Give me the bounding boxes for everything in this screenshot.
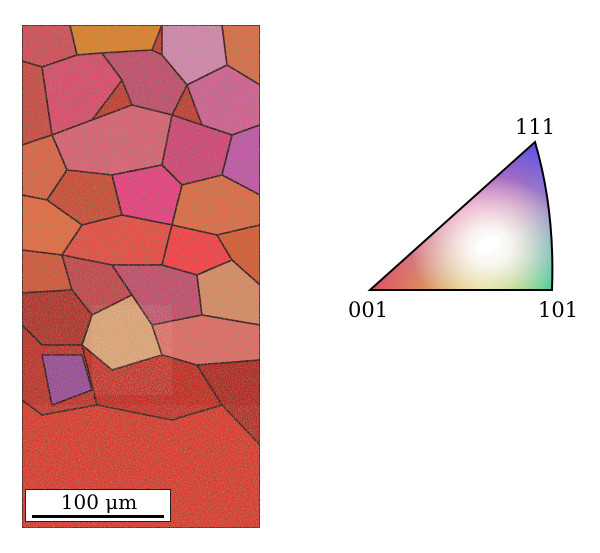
- scale-bar: 100 μm: [25, 489, 171, 522]
- scale-bar-line: [32, 515, 164, 518]
- ipf-label-101: 101: [538, 298, 579, 322]
- scale-bar-label: 100 μm: [60, 490, 138, 514]
- ipf-label-001: 001: [348, 298, 389, 322]
- ipf-label-111: 111: [515, 115, 556, 139]
- ipf-color-key-triangle: [367, 140, 554, 291]
- ebsd-orientation-map: [22, 25, 260, 528]
